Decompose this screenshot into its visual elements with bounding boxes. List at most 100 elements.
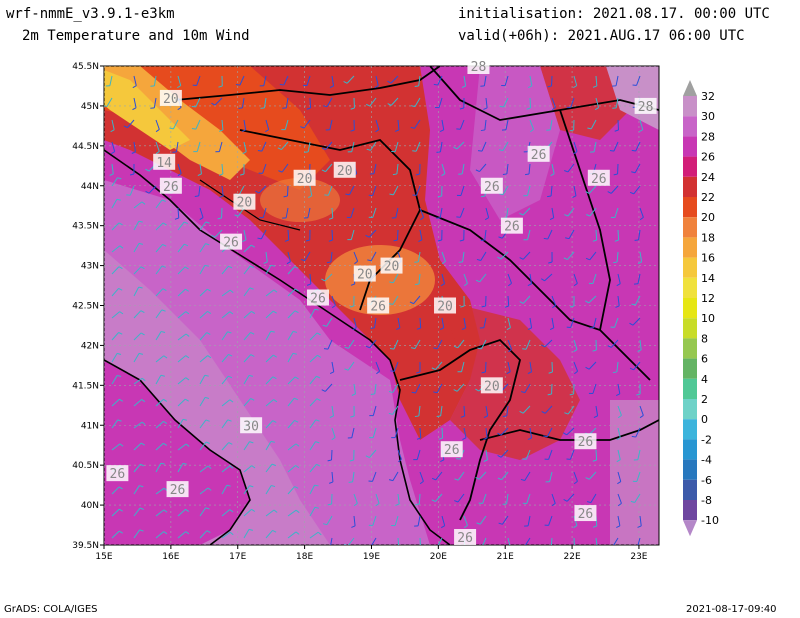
- wind-barb-feather: [592, 525, 597, 528]
- wind-barb-feather: [116, 198, 121, 201]
- wind-barb: [419, 537, 421, 545]
- wind-barb: [196, 141, 201, 152]
- wind-barb: [613, 537, 619, 545]
- wind-barb-feather: [376, 370, 380, 375]
- colorbar-segment: [683, 237, 697, 258]
- contour-label-box: [380, 257, 403, 274]
- wind-barb-feather: [395, 548, 399, 549]
- wind-barb: [506, 493, 509, 504]
- wind-barb: [595, 229, 598, 241]
- wind-barb-feather: [410, 347, 416, 350]
- wind-barb: [281, 163, 289, 173]
- wind-barb: [265, 251, 268, 262]
- wind-barb-feather: [163, 531, 168, 535]
- wind-barb: [263, 97, 267, 108]
- wind-barb-feather: [155, 129, 160, 133]
- wind-barb-feather: [207, 310, 212, 314]
- wind-barb: [417, 251, 421, 262]
- wind-barb-feather: [119, 311, 124, 315]
- colorbar-label: 4: [701, 373, 708, 386]
- wind-barb-feather: [257, 237, 262, 240]
- wind-barb: [441, 317, 445, 328]
- colorbar-label: 32: [701, 90, 715, 103]
- border-albania: [399, 338, 521, 521]
- wind-barb-feather: [461, 548, 465, 549]
- wind-barb-feather: [229, 465, 234, 469]
- wind-barb-feather: [393, 239, 398, 242]
- wind-barb-feather: [592, 85, 598, 88]
- colorbar-segment: [683, 500, 697, 521]
- colorbar-segment: [683, 338, 697, 359]
- wind-barb-feather: [184, 243, 189, 247]
- wind-barb-feather: [564, 412, 569, 415]
- wind-barb: [351, 141, 355, 152]
- wind-barb: [550, 185, 553, 197]
- wind-barb: [155, 309, 163, 319]
- wind-barb: [287, 331, 294, 341]
- wind-barb: [214, 97, 223, 106]
- wind-barb: [309, 308, 316, 319]
- wind-barb: [373, 163, 377, 174]
- wind-barb: [155, 463, 162, 473]
- wind-barb-feather: [587, 127, 592, 130]
- wind-barb: [368, 229, 377, 238]
- wind-barb: [524, 383, 531, 393]
- wind-barb: [566, 427, 575, 436]
- contour-label: 26: [370, 300, 386, 315]
- wind-barb: [617, 273, 621, 284]
- wind-barb: [177, 288, 186, 297]
- wind-barb: [155, 331, 162, 341]
- wind-barb: [153, 97, 157, 108]
- wind-barb-feather: [183, 221, 188, 225]
- wind-barb: [573, 361, 579, 372]
- wind-barb-feather: [498, 522, 503, 525]
- wind-barb-feather: [441, 260, 446, 265]
- wind-barb: [287, 353, 294, 363]
- wind-barb: [127, 119, 135, 128]
- wind-barb: [133, 353, 140, 363]
- wind-barb: [414, 119, 421, 129]
- wind-barb-feather: [613, 261, 618, 264]
- wind-barb-feather: [409, 301, 414, 305]
- wind-barb: [287, 531, 297, 539]
- wind-barb-feather: [415, 173, 420, 176]
- wind-barb: [172, 119, 179, 130]
- wind-barb-feather: [197, 173, 202, 176]
- wind-barb-feather: [294, 376, 299, 380]
- wind-barb-feather: [284, 239, 289, 242]
- wind-barb: [155, 141, 160, 152]
- italy-coast: [104, 359, 251, 545]
- wind-barb-feather: [483, 107, 488, 110]
- wind-barb: [111, 177, 118, 187]
- wind-barb: [265, 530, 273, 539]
- wind-barb-feather: [248, 374, 254, 377]
- wind-barb: [615, 97, 619, 108]
- wind-barb-feather: [569, 393, 574, 396]
- wind-barb-feather: [251, 508, 256, 512]
- wind-barb: [457, 493, 465, 503]
- wind-barb: [155, 199, 163, 209]
- wind-barb: [309, 531, 319, 539]
- wind-barb-feather: [354, 260, 358, 265]
- wind-barb: [111, 398, 120, 407]
- wind-barb-feather: [398, 458, 402, 463]
- contour-label: 26: [578, 507, 594, 522]
- wind-barb-feather: [314, 484, 319, 487]
- colorbar-label: -6: [701, 474, 712, 487]
- wind-barb: [198, 185, 201, 196]
- colorbar-label: 26: [701, 151, 715, 164]
- wind-barb-feather: [483, 437, 488, 440]
- wind-barb-feather: [219, 129, 224, 132]
- wind-barb-feather: [132, 85, 137, 89]
- colorbar-segment: [683, 399, 697, 420]
- wind-barb-feather: [145, 168, 150, 172]
- wind-barb: [441, 163, 446, 174]
- colorbar-segment: [683, 298, 697, 319]
- wind-barb-feather: [118, 530, 123, 534]
- wind-barb: [633, 185, 641, 195]
- wind-barb-feather: [609, 150, 614, 152]
- field-title: 2m Temperature and 10m Wind: [22, 28, 250, 44]
- wind-barb-feather: [414, 85, 419, 87]
- wind-barb-feather: [631, 303, 636, 306]
- wind-barb: [306, 75, 311, 86]
